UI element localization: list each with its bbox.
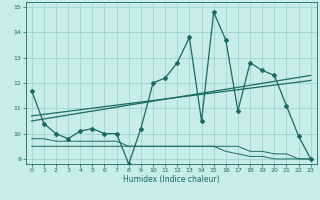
- X-axis label: Humidex (Indice chaleur): Humidex (Indice chaleur): [123, 175, 220, 184]
